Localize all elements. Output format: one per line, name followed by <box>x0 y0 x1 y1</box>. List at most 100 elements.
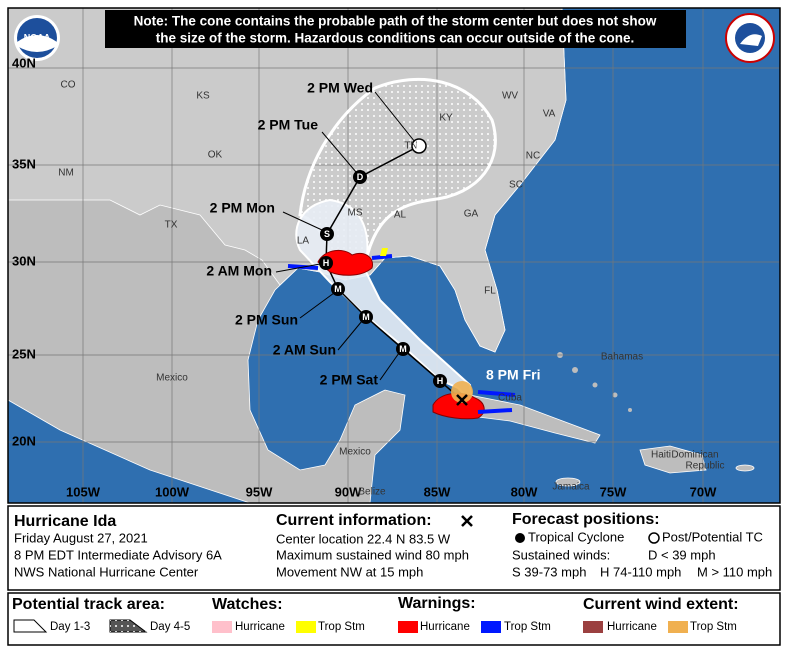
legend-text: Sustained winds: <box>512 547 610 562</box>
forecast-symbol: D <box>416 141 423 151</box>
post-tc-icon <box>648 532 660 544</box>
legend-title: Warnings: <box>398 595 476 612</box>
place-label: Cuba <box>498 393 522 404</box>
forecast-time: 8 PM Fri <box>486 367 540 383</box>
legend-title: Current wind extent: <box>583 596 739 613</box>
warn-trop-swatch <box>481 621 501 633</box>
place-label: VA <box>543 109 556 120</box>
legend-panel <box>7 592 781 646</box>
day13-icon <box>13 619 48 633</box>
legend-title: Potential track area: <box>12 596 165 613</box>
lon-label: 85W <box>424 484 451 499</box>
map-frame <box>7 7 781 504</box>
place-label: Belize <box>358 487 386 498</box>
legend-text: Tropical Cyclone <box>528 529 624 544</box>
tc-icon <box>515 533 525 543</box>
place-label: Dominican <box>671 450 718 461</box>
forecast-time: 2 PM Tue <box>258 117 319 133</box>
place-label: FL <box>484 286 496 297</box>
nws-logo <box>725 13 775 63</box>
legend-text: Hurricane <box>607 621 657 633</box>
place-label: Jamaica <box>552 482 590 493</box>
place-label: Republic <box>686 461 725 472</box>
current-position <box>456 394 468 406</box>
wind-class: D < 39 mph <box>648 547 716 562</box>
lat-label: 35N <box>12 156 36 171</box>
note: the size of the storm. Hazardous conditi… <box>156 31 635 46</box>
lon-label: 75W <box>600 484 627 499</box>
wind-trop-swatch <box>668 621 688 633</box>
current-info: Center location 22.4 N 83.5 W <box>276 531 451 546</box>
legend-text: Day 1-3 <box>50 621 90 633</box>
info-panel <box>7 505 781 591</box>
place-label: CO <box>61 80 76 91</box>
legend-text: Trop Stm <box>318 621 365 633</box>
wind-hurricane-swatch <box>583 621 603 633</box>
place-label: TN <box>404 141 417 152</box>
forecast-time: 2 PM Mon <box>210 200 275 216</box>
forecast-time: 2 PM Wed <box>307 80 373 96</box>
note-box <box>105 10 686 48</box>
lon-label: 105W <box>66 484 101 499</box>
legend-text: Post/Potential TC <box>662 529 763 544</box>
forecast-symbol: D <box>357 172 364 182</box>
leader-lines <box>275 91 416 381</box>
lon-label: 100W <box>155 484 190 499</box>
warnings <box>287 248 516 420</box>
place-label: TX <box>165 220 178 231</box>
watch-trop-swatch <box>296 621 316 633</box>
jamaica <box>555 477 581 487</box>
legend-title: Watches: <box>212 596 283 613</box>
legend-text: Hurricane <box>235 621 285 633</box>
place-label: NC <box>526 151 540 162</box>
place-label: Mexico <box>339 447 371 458</box>
noaa-logo <box>14 15 60 61</box>
storm-name: Hurricane Ida <box>14 513 116 530</box>
forecast-time: 2 AM Mon <box>206 263 272 279</box>
watch-hurricane-swatch <box>212 621 232 633</box>
forecast-time: 2 PM Sat <box>320 372 379 388</box>
wind-class: S 39-73 mph <box>512 564 586 579</box>
forecast-markers <box>319 138 447 388</box>
bahamas <box>557 352 632 412</box>
lon-label: 70W <box>690 484 717 499</box>
legend-text: Hurricane <box>420 621 470 633</box>
place-label: KS <box>196 91 210 102</box>
forecast-time: 2 PM Sun <box>235 312 298 328</box>
advisory: 8 PM EDT Intermediate Advisory 6A <box>14 547 222 562</box>
current-info: Movement NW at 15 mph <box>276 564 423 579</box>
forecast-symbol: H <box>323 258 330 268</box>
hispaniola <box>639 445 707 474</box>
lat-label: 30N <box>12 253 36 268</box>
legend-text: Trop Stm <box>504 621 551 633</box>
storm-date: Friday August 27, 2021 <box>14 530 148 545</box>
warn-hurricane-swatch <box>398 621 418 633</box>
place-label: KY <box>439 113 453 124</box>
graticule <box>8 8 780 503</box>
place-label: LA <box>297 236 310 247</box>
lon-label: 95W <box>246 484 273 499</box>
place-label: Mexico <box>156 373 188 384</box>
place-label: Haiti <box>651 450 671 461</box>
place-label: WV <box>502 91 518 102</box>
forecast-time: 2 AM Sun <box>273 342 336 358</box>
lon-label: 90W <box>335 484 362 499</box>
section-title: Current information: <box>276 512 432 529</box>
forecast-symbol: M <box>362 312 370 322</box>
note: Note: The cone contains the probable pat… <box>134 14 657 29</box>
place-label: AL <box>394 210 407 221</box>
wind-class: H 74-110 mph <box>600 564 681 579</box>
day45-dots <box>110 620 146 632</box>
legend-text: Trop Stm <box>690 621 737 633</box>
current-icon <box>461 515 473 527</box>
map <box>8 8 780 503</box>
place-label: GA <box>464 209 479 220</box>
forecast-symbol: S <box>324 229 330 239</box>
forecast-symbol: M <box>399 344 407 354</box>
place-label: NM <box>58 168 74 179</box>
place-label: MS <box>348 208 363 219</box>
logo-text: NOAA <box>24 32 51 42</box>
agency: NWS National Hurricane Center <box>14 564 199 579</box>
